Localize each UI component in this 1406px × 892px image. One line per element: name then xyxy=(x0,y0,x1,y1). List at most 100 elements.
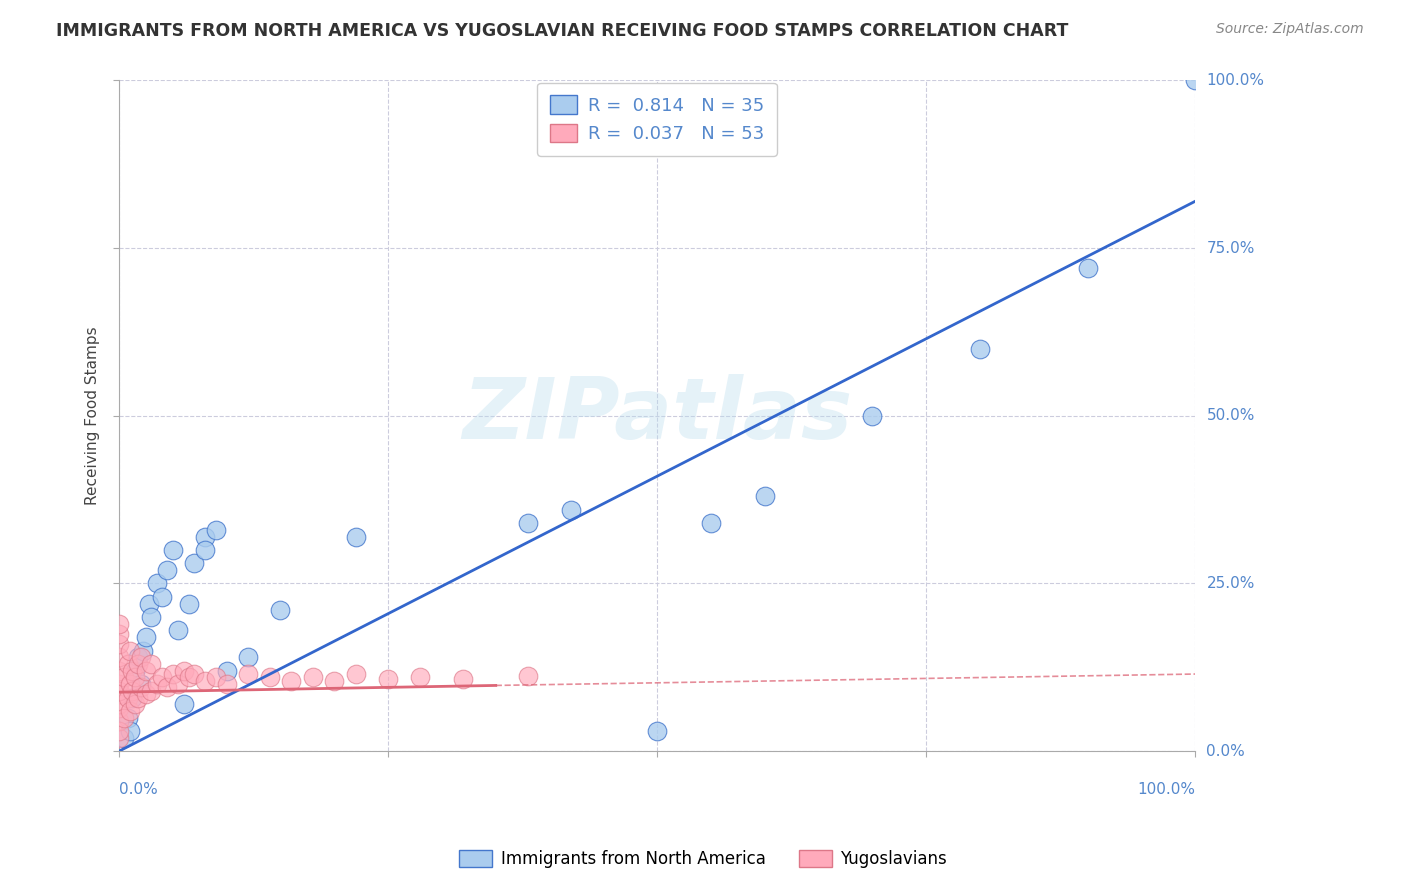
Point xyxy=(114,711,136,725)
Point xyxy=(108,731,131,745)
Point xyxy=(969,342,991,356)
Text: 25.0%: 25.0% xyxy=(1206,576,1254,591)
Point xyxy=(108,616,131,631)
Point xyxy=(141,657,163,671)
Point xyxy=(238,650,260,665)
Point xyxy=(145,576,167,591)
Point xyxy=(700,516,723,530)
Point xyxy=(215,664,238,678)
Point xyxy=(124,697,146,711)
Legend: Immigrants from North America, Yugoslavians: Immigrants from North America, Yugoslavi… xyxy=(453,843,953,875)
Point xyxy=(1184,73,1206,87)
Text: IMMIGRANTS FROM NORTH AMERICA VS YUGOSLAVIAN RECEIVING FOOD STAMPS CORRELATION C: IMMIGRANTS FROM NORTH AMERICA VS YUGOSLA… xyxy=(56,22,1069,40)
Point xyxy=(150,590,173,604)
Point xyxy=(238,667,260,681)
Point xyxy=(117,657,139,671)
Point xyxy=(560,502,582,516)
Text: 100.0%: 100.0% xyxy=(1206,73,1264,88)
Point xyxy=(138,597,160,611)
Point xyxy=(150,670,173,684)
Point xyxy=(118,677,141,691)
Point xyxy=(323,673,346,688)
Point xyxy=(167,624,190,638)
Text: 75.0%: 75.0% xyxy=(1206,241,1254,256)
Point xyxy=(135,630,157,644)
Point xyxy=(162,667,184,681)
Point xyxy=(135,664,157,678)
Point xyxy=(517,669,540,683)
Point xyxy=(108,627,131,641)
Point xyxy=(129,677,152,691)
Point xyxy=(121,683,143,698)
Point xyxy=(162,543,184,558)
Point xyxy=(141,610,163,624)
Point xyxy=(132,643,155,657)
Y-axis label: Receiving Food Stamps: Receiving Food Stamps xyxy=(86,326,100,505)
Legend: R =  0.814   N = 35, R =  0.037   N = 53: R = 0.814 N = 35, R = 0.037 N = 53 xyxy=(537,83,778,156)
Point xyxy=(124,670,146,684)
Point xyxy=(117,711,139,725)
Point xyxy=(754,489,776,503)
Point xyxy=(108,683,131,698)
Point xyxy=(453,672,475,686)
Point xyxy=(194,673,217,688)
Point xyxy=(118,643,141,657)
Point xyxy=(108,637,131,651)
Point xyxy=(173,697,195,711)
Point xyxy=(301,670,323,684)
Point xyxy=(215,677,238,691)
Point xyxy=(108,724,131,739)
Point xyxy=(862,409,884,423)
Point xyxy=(108,664,131,678)
Point xyxy=(108,650,131,665)
Point xyxy=(156,681,179,695)
Point xyxy=(205,523,228,537)
Point xyxy=(183,557,205,571)
Point xyxy=(121,690,143,705)
Point xyxy=(259,670,281,684)
Text: Source: ZipAtlas.com: Source: ZipAtlas.com xyxy=(1216,22,1364,37)
Text: 100.0%: 100.0% xyxy=(1137,781,1195,797)
Point xyxy=(409,670,432,684)
Point xyxy=(167,677,190,691)
Point xyxy=(129,650,152,665)
Point xyxy=(121,664,143,678)
Point xyxy=(108,677,131,691)
Text: 0.0%: 0.0% xyxy=(1206,744,1246,759)
Text: 0.0%: 0.0% xyxy=(120,781,157,797)
Point xyxy=(108,714,131,728)
Point xyxy=(108,700,131,714)
Point xyxy=(280,673,302,688)
Point xyxy=(145,677,167,691)
Point xyxy=(183,667,205,681)
Point xyxy=(344,667,367,681)
Point xyxy=(344,530,367,544)
Point xyxy=(156,563,179,577)
Text: 50.0%: 50.0% xyxy=(1206,409,1254,424)
Point xyxy=(114,670,136,684)
Point xyxy=(127,690,149,705)
Point xyxy=(517,516,540,530)
Point xyxy=(127,650,149,665)
Point xyxy=(645,724,668,739)
Point xyxy=(177,597,200,611)
Point xyxy=(194,530,217,544)
Point xyxy=(177,670,200,684)
Text: ZIPatlas: ZIPatlas xyxy=(463,375,852,458)
Point xyxy=(114,731,136,745)
Point xyxy=(108,697,131,711)
Point xyxy=(205,670,228,684)
Point xyxy=(1077,261,1099,276)
Point xyxy=(194,543,217,558)
Point xyxy=(118,704,141,718)
Point xyxy=(124,664,146,678)
Point xyxy=(135,687,157,701)
Point xyxy=(117,690,139,705)
Point xyxy=(141,683,163,698)
Point xyxy=(129,681,152,695)
Point xyxy=(269,603,291,617)
Point xyxy=(173,664,195,678)
Point xyxy=(127,657,149,671)
Point xyxy=(377,672,399,686)
Point xyxy=(118,724,141,739)
